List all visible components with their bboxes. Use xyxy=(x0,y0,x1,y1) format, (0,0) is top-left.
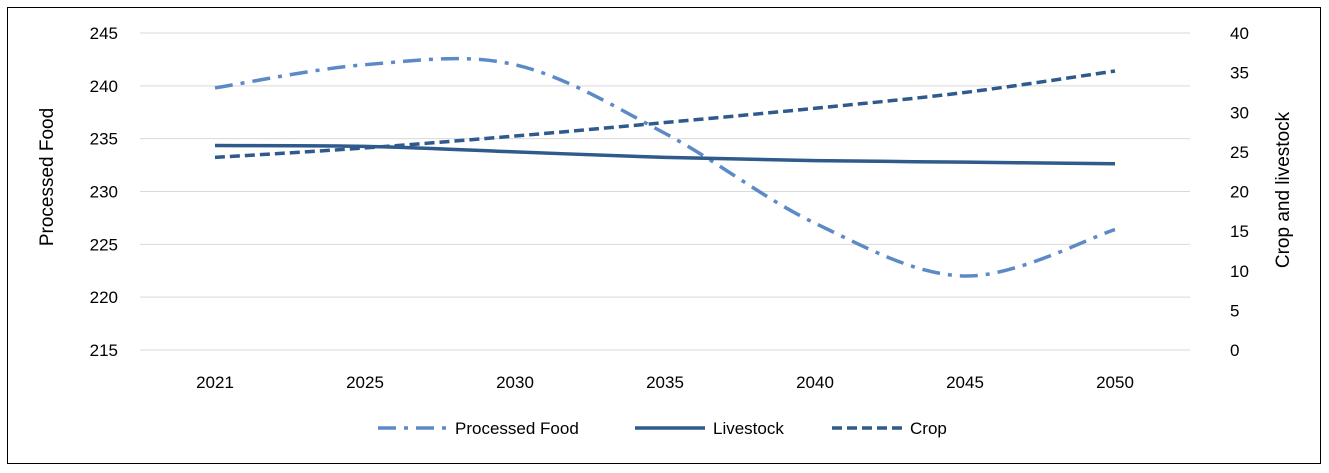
legend-label: Livestock xyxy=(713,419,784,438)
right-axis-ticks: 0 5 10 15 20 25 30 35 40 xyxy=(1230,24,1249,360)
left-axis-title: Processed Food xyxy=(37,108,58,246)
left-tick-label: 235 xyxy=(90,130,118,149)
right-tick-label: 0 xyxy=(1230,341,1239,360)
chart-frame xyxy=(7,7,1321,464)
left-tick-label: 230 xyxy=(90,183,118,202)
x-tick-label: 2040 xyxy=(796,373,834,392)
right-tick-label: 5 xyxy=(1230,301,1239,320)
right-tick-label: 20 xyxy=(1230,183,1249,202)
left-tick-label: 220 xyxy=(90,288,118,307)
left-tick-label: 240 xyxy=(90,77,118,96)
right-tick-label: 15 xyxy=(1230,222,1249,241)
legend-label: Processed Food xyxy=(455,419,579,438)
left-axis-ticks: 215 220 225 230 235 240 245 xyxy=(90,24,118,360)
x-tick-label: 2045 xyxy=(946,373,984,392)
legend-label: Crop xyxy=(910,419,947,438)
right-tick-label: 10 xyxy=(1230,262,1249,281)
series-layer xyxy=(214,56,1116,278)
left-tick-label: 245 xyxy=(90,24,118,43)
x-tick-label: 2025 xyxy=(346,373,384,392)
right-tick-label: 40 xyxy=(1230,24,1249,43)
right-tick-label: 30 xyxy=(1230,103,1249,122)
series-line-crop xyxy=(214,69,1116,160)
x-tick-label: 2021 xyxy=(196,373,234,392)
right-tick-label: 35 xyxy=(1230,64,1249,83)
gridlines xyxy=(140,32,1190,351)
right-axis-title: Crop and livestock xyxy=(1273,111,1294,268)
left-tick-label: 215 xyxy=(90,341,118,360)
legend: Processed Food Livestock Crop xyxy=(378,419,947,438)
x-axis-ticks: 2021 2025 2030 2035 2040 2045 2050 xyxy=(196,373,1134,392)
x-tick-label: 2035 xyxy=(646,373,684,392)
right-tick-label: 25 xyxy=(1230,143,1249,162)
x-tick-label: 2050 xyxy=(1096,373,1134,392)
left-tick-label: 225 xyxy=(90,235,118,254)
x-tick-label: 2030 xyxy=(496,373,534,392)
series-line-processed-food xyxy=(214,56,1116,278)
